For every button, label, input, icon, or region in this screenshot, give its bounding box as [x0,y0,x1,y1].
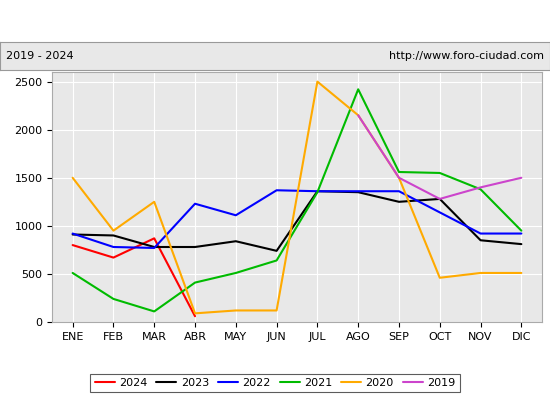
2019 [437,196,443,201]
2020 [314,79,321,84]
Line: 2020: 2020 [73,82,521,313]
2024 [151,236,157,241]
2022 [69,231,76,236]
2023 [518,242,525,246]
Line: 2024: 2024 [73,238,195,316]
2021 [314,190,321,194]
Text: 2019 - 2024: 2019 - 2024 [6,51,73,61]
2020 [395,175,402,180]
2020 [192,311,199,316]
2024 [110,255,117,260]
Text: http://www.foro-ciudad.com: http://www.foro-ciudad.com [389,51,544,61]
2020 [518,270,525,275]
2023 [314,189,321,194]
2024 [69,243,76,248]
2022 [273,188,280,193]
2022 [192,201,199,206]
2023 [477,238,484,243]
2023 [233,239,239,244]
2020 [110,228,117,233]
Line: 2021: 2021 [73,89,521,312]
2021 [395,170,402,174]
2020 [437,275,443,280]
2022 [437,210,443,215]
2023 [69,232,76,237]
2021 [192,280,199,285]
2020 [69,175,76,180]
2019 [477,185,484,190]
Line: 2023: 2023 [73,191,521,251]
2023 [110,233,117,238]
2020 [233,308,239,313]
2021 [477,187,484,192]
Legend: 2024, 2023, 2022, 2021, 2020, 2019: 2024, 2023, 2022, 2021, 2020, 2019 [90,374,460,392]
2021 [69,270,76,275]
Text: Evolucion Nº Turistas Nacionales en el municipio de Besalú: Evolucion Nº Turistas Nacionales en el m… [31,13,519,29]
2023 [151,244,157,250]
2023 [395,200,402,204]
Line: 2022: 2022 [73,190,521,248]
2022 [314,189,321,194]
2021 [355,87,361,92]
2023 [192,244,199,250]
2023 [355,190,361,194]
Line: 2019: 2019 [358,115,521,199]
2022 [395,189,402,194]
2023 [273,248,280,253]
2021 [518,228,525,233]
2021 [437,170,443,175]
2021 [233,270,239,275]
2022 [477,231,484,236]
2022 [110,244,117,250]
2022 [355,189,361,194]
2019 [518,175,525,180]
2020 [355,113,361,118]
2020 [151,200,157,204]
2022 [518,231,525,236]
2022 [151,246,157,250]
2024 [192,314,199,319]
2021 [273,258,280,263]
2023 [437,196,443,201]
2020 [477,270,484,275]
2019 [355,113,361,118]
2020 [273,308,280,313]
2022 [233,213,239,218]
2019 [395,175,402,180]
2021 [151,309,157,314]
2021 [110,296,117,301]
